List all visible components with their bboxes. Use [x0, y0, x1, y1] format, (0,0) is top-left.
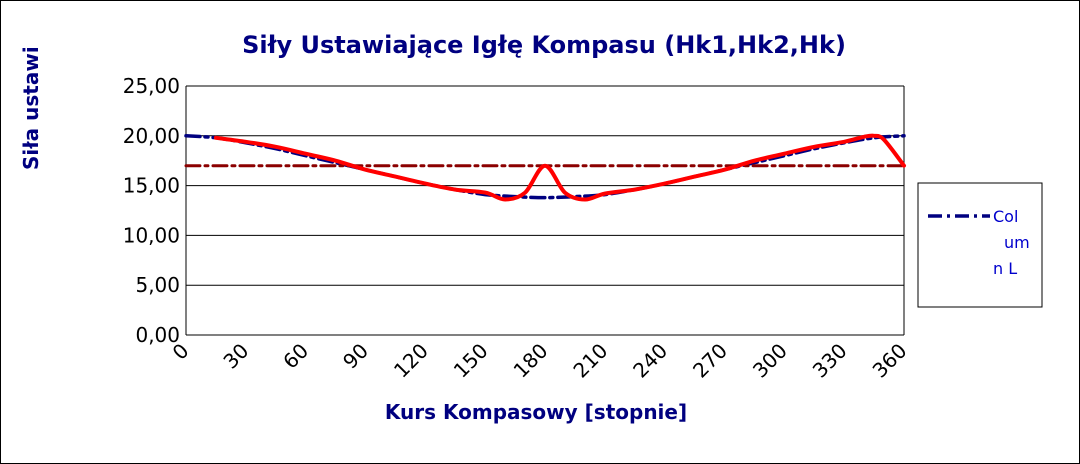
- x-tick-labels: 0 30 60 90 120 150 180 210 240 270 300 330 360: [168, 339, 912, 383]
- legend-label-line-3: n L: [993, 259, 1017, 278]
- x-tick-label: 330: [808, 339, 852, 383]
- series-line-solid: [213, 133, 906, 202]
- x-tick-label: 360: [868, 339, 912, 383]
- gridlines: [185, 85, 905, 336]
- y-tick-label: 15,00: [123, 174, 180, 198]
- legend-box: [917, 182, 1043, 308]
- y-tick-label: 0,00: [135, 323, 180, 347]
- legend: Col um n L: [917, 182, 1043, 308]
- x-tick-label: 300: [748, 339, 792, 383]
- x-tick-label: 270: [688, 339, 732, 383]
- x-tick-label: 90: [338, 339, 373, 374]
- x-tick-label: 60: [278, 339, 313, 374]
- series-lines: [184, 133, 906, 202]
- x-tick-label: 240: [628, 339, 672, 383]
- legend-label-line-2: um: [1004, 233, 1030, 252]
- y-tick-label: 5,00: [135, 273, 180, 297]
- x-tick-label: 0: [168, 339, 194, 365]
- chart-title: Siły Ustawiające Igłę Kompasu (Hk1,Hk2,H…: [242, 31, 846, 59]
- x-axis-title: Kurs Kompasowy [stopnie]: [385, 400, 687, 424]
- y-axis-title: Siła ustawi: [19, 46, 43, 170]
- y-tick-label: 20,00: [123, 124, 180, 148]
- x-tick-label: 210: [568, 339, 612, 383]
- y-tick-labels: 0,00 5,00 10,00 15,00 20,00 25,00: [123, 74, 180, 347]
- x-tick-label: 120: [389, 339, 433, 383]
- x-tick-label: 180: [509, 339, 553, 383]
- y-tick-label: 25,00: [123, 74, 180, 98]
- x-tick-label: 30: [218, 339, 253, 374]
- x-tick-label: 150: [449, 339, 493, 383]
- y-tick-label: 10,00: [123, 223, 180, 247]
- legend-label-line-1: Col: [993, 207, 1018, 226]
